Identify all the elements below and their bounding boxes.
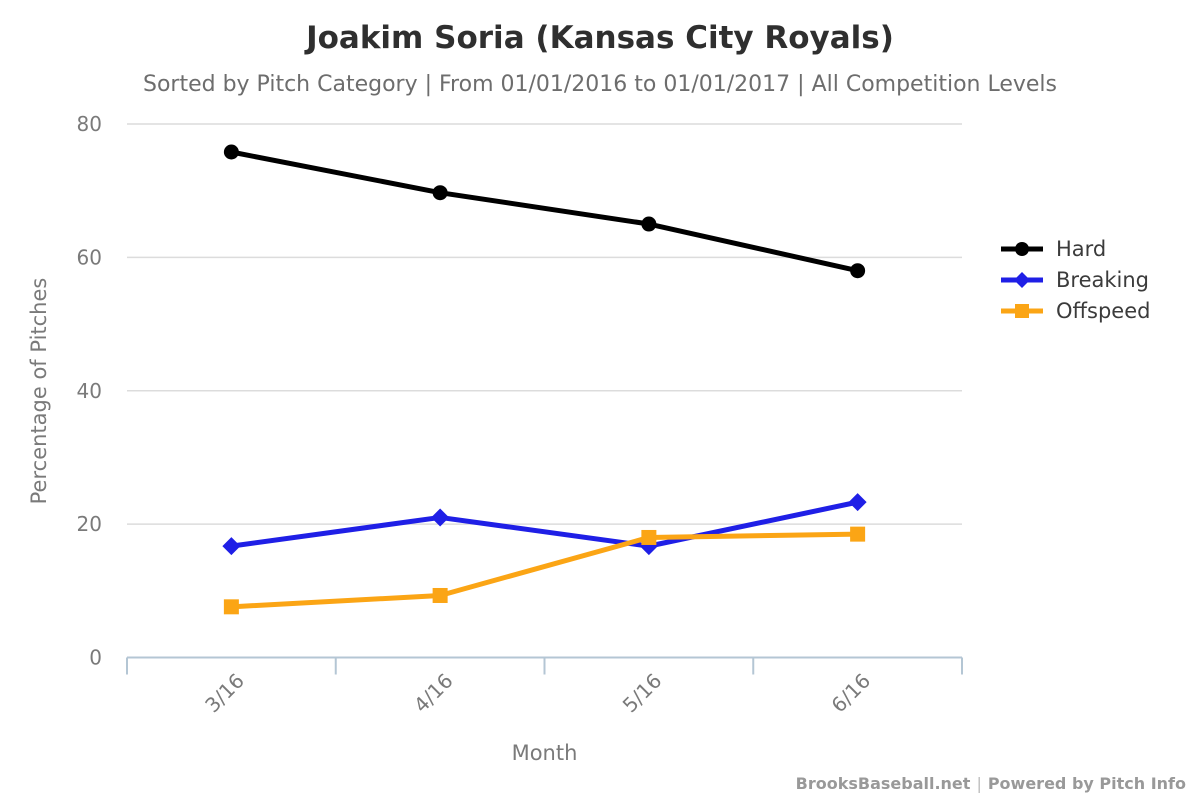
x-axis-title: Month <box>512 741 578 765</box>
x-tick-label-2: 5/16 <box>618 669 667 718</box>
legend-marker-hard <box>1015 241 1029 256</box>
point-hard-0 <box>223 144 239 160</box>
series-line-offspeed <box>228 531 861 610</box>
footer-brand: BrooksBaseball.net <box>795 774 971 793</box>
point-hard-1 <box>432 185 448 201</box>
legend-diamond-icon <box>1001 271 1043 288</box>
point-offspeed-1 <box>432 587 448 603</box>
legend-marker-offspeed <box>1015 303 1029 318</box>
point-hard-2 <box>641 216 657 232</box>
point-offspeed-0 <box>223 599 239 615</box>
point-offspeed-3 <box>850 526 866 542</box>
x-tick-label-0: 3/16 <box>200 669 249 718</box>
legend-item-offspeed: Offspeed <box>999 295 1150 326</box>
footer-powered: Powered by Pitch Info <box>987 774 1186 793</box>
chart-legend: Hard Breaking Offspeed <box>999 233 1150 326</box>
legend-label-hard: Hard <box>1056 236 1107 261</box>
footer-separator: | <box>976 774 982 793</box>
legend-item-hard: Hard <box>999 233 1150 264</box>
chart-subtitle: Sorted by Pitch Category | From 01/01/20… <box>142 72 1057 97</box>
y-tick-label-20: 20 <box>77 512 102 536</box>
y-axis-title: Percentage of Pitches <box>27 278 51 505</box>
y-tick-label-40: 40 <box>77 379 102 403</box>
point-offspeed-2 <box>641 529 657 545</box>
x-tick-label-3: 6/16 <box>826 669 875 718</box>
series-line-hard <box>228 149 861 274</box>
footer-credit: BrooksBaseball.net | Powered by Pitch Info <box>796 774 1186 793</box>
point-breaking-1 <box>431 508 450 527</box>
y-tick-label-80: 80 <box>77 112 102 136</box>
point-breaking-3 <box>848 493 867 512</box>
y-tick-label-60: 60 <box>77 245 102 269</box>
legend-label-offspeed: Offspeed <box>1056 298 1151 323</box>
legend-item-breaking: Breaking <box>999 264 1150 295</box>
x-tick-label-1: 4/16 <box>409 669 458 718</box>
legend-circle-icon <box>1001 241 1043 256</box>
point-hard-3 <box>850 263 866 279</box>
y-tick-label-0: 0 <box>89 646 102 670</box>
chart-title: Joakim Soria (Kansas City Royals) <box>306 20 894 56</box>
legend-marker-breaking <box>1014 271 1030 288</box>
point-breaking-0 <box>222 537 241 556</box>
legend-square-icon <box>1001 303 1043 318</box>
legend-label-breaking: Breaking <box>1056 267 1150 292</box>
series-line-breaking <box>228 499 861 549</box>
